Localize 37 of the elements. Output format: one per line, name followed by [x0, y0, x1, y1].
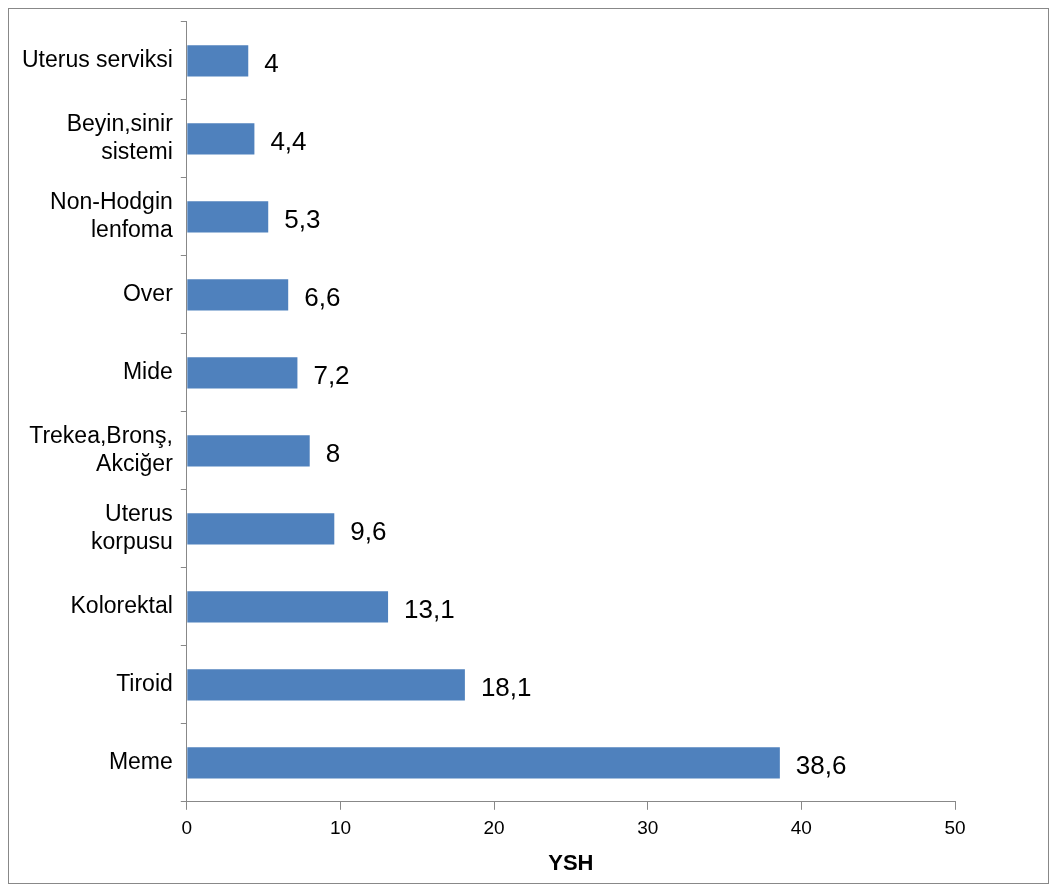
x-tick-label: 0 — [181, 817, 193, 839]
bar — [187, 669, 465, 701]
x-axis-title: YSH — [548, 849, 594, 875]
data-label: 4 — [264, 47, 279, 78]
x-tick-label: 50 — [944, 817, 966, 839]
data-label: 6,6 — [304, 281, 341, 312]
bar — [187, 45, 249, 77]
data-label: 5,3 — [284, 203, 321, 234]
bar — [187, 513, 335, 545]
data-label: 7,2 — [313, 359, 350, 390]
y-tick-label: Meme — [108, 748, 173, 775]
bar — [187, 201, 269, 233]
data-label: 8 — [325, 437, 341, 468]
y-tick-label: Uterus korpusu — [90, 500, 173, 554]
y-tick-label: Kolorektal — [70, 592, 173, 619]
data-label: 18,1 — [480, 671, 532, 702]
bar — [187, 123, 255, 155]
x-tick-label: 30 — [637, 817, 659, 839]
y-tick-label: Trekea,Bronş, Akciğer — [29, 422, 174, 476]
bar — [187, 435, 310, 467]
y-tick-label: Beyin,sinir sistemi — [66, 110, 174, 164]
data-label: 13,1 — [404, 593, 455, 624]
data-label: 38,6 — [795, 749, 847, 780]
x-tick-label: 20 — [483, 817, 505, 839]
y-tick-label: Tiroid — [116, 670, 173, 697]
bar — [187, 591, 389, 623]
bar — [187, 747, 780, 779]
y-tick-label: Over — [122, 280, 174, 307]
data-label: 9,6 — [350, 515, 387, 546]
y-tick-label: Mide — [122, 358, 173, 385]
x-tick-label: 10 — [329, 817, 352, 839]
y-tick-label: Non-Hodgin lenfoma — [50, 188, 174, 242]
y-tick-label: Uterus serviksi — [21, 46, 173, 73]
bar — [187, 357, 298, 389]
bar — [187, 279, 289, 311]
data-label: 4,4 — [270, 125, 307, 156]
x-tick-label: 40 — [790, 817, 812, 839]
